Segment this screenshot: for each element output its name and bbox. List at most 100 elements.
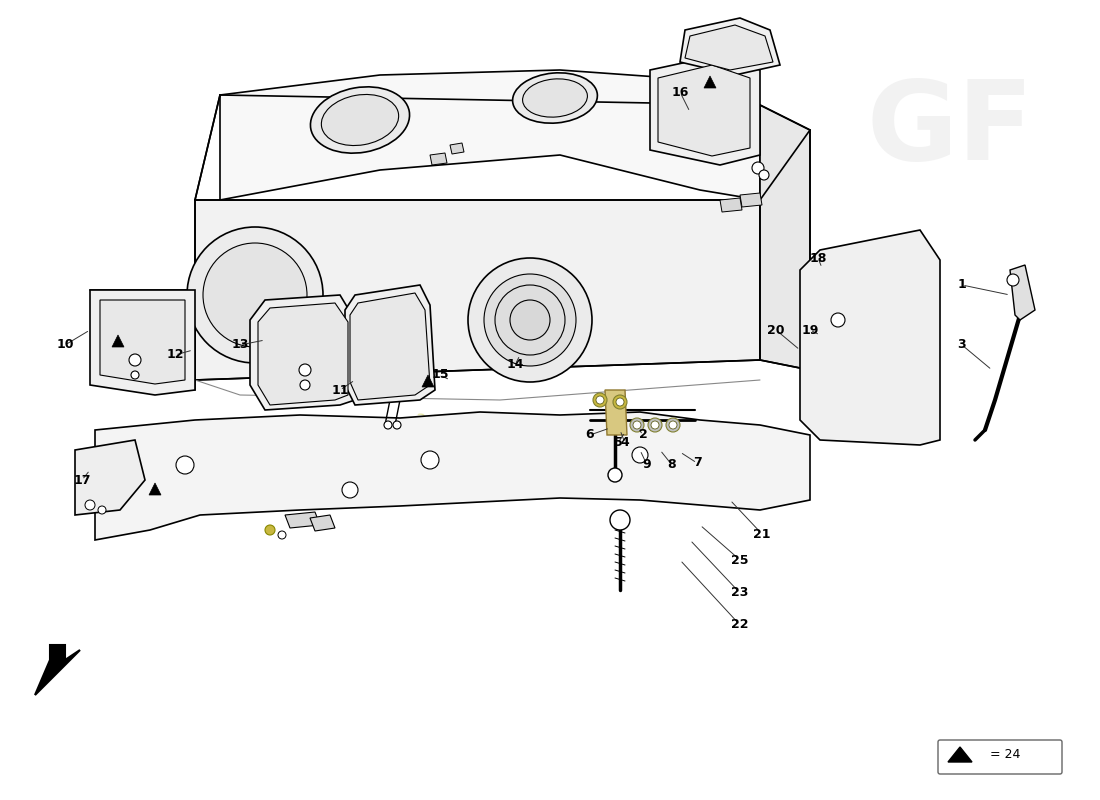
Circle shape	[300, 380, 310, 390]
Text: 8: 8	[668, 458, 676, 471]
Text: 16: 16	[671, 86, 689, 98]
Polygon shape	[680, 18, 780, 75]
Text: 19: 19	[801, 323, 818, 337]
Polygon shape	[1010, 265, 1035, 320]
Polygon shape	[658, 65, 750, 156]
Circle shape	[648, 418, 662, 432]
Polygon shape	[100, 300, 185, 384]
Circle shape	[278, 531, 286, 539]
Polygon shape	[350, 293, 430, 400]
Polygon shape	[704, 76, 716, 88]
Polygon shape	[760, 105, 810, 370]
Text: 10: 10	[56, 338, 74, 351]
Circle shape	[204, 243, 307, 347]
Polygon shape	[685, 25, 773, 70]
Polygon shape	[690, 90, 712, 102]
Circle shape	[830, 313, 845, 327]
Circle shape	[630, 418, 644, 432]
Text: 2: 2	[639, 429, 648, 442]
Polygon shape	[35, 645, 80, 695]
Polygon shape	[740, 193, 762, 207]
Circle shape	[510, 300, 550, 340]
Polygon shape	[720, 198, 742, 212]
Polygon shape	[650, 55, 760, 165]
Text: 23: 23	[732, 586, 749, 599]
Polygon shape	[948, 747, 972, 762]
Circle shape	[131, 371, 139, 379]
Text: 12: 12	[166, 349, 184, 362]
Polygon shape	[345, 285, 434, 405]
Text: 3: 3	[958, 338, 966, 351]
Polygon shape	[422, 375, 435, 387]
Text: 5: 5	[614, 437, 623, 450]
Circle shape	[129, 354, 141, 366]
Ellipse shape	[513, 73, 597, 123]
Polygon shape	[220, 70, 760, 200]
Text: 17: 17	[74, 474, 90, 486]
Polygon shape	[112, 335, 124, 347]
Polygon shape	[800, 230, 940, 445]
Circle shape	[176, 456, 194, 474]
Ellipse shape	[310, 87, 409, 153]
Text: GF: GF	[867, 77, 1034, 183]
Circle shape	[616, 398, 624, 406]
Text: 4: 4	[620, 437, 629, 450]
Circle shape	[384, 421, 392, 429]
Circle shape	[393, 421, 402, 429]
Polygon shape	[148, 483, 161, 495]
Polygon shape	[90, 290, 195, 395]
Text: 14: 14	[506, 358, 524, 371]
Polygon shape	[430, 153, 447, 165]
Circle shape	[342, 482, 358, 498]
Text: 21: 21	[754, 527, 771, 541]
Circle shape	[759, 170, 769, 180]
Polygon shape	[75, 440, 145, 515]
Polygon shape	[450, 143, 464, 154]
Circle shape	[632, 421, 641, 429]
Circle shape	[299, 364, 311, 376]
Circle shape	[85, 500, 95, 510]
Polygon shape	[95, 412, 810, 540]
FancyBboxPatch shape	[938, 740, 1062, 774]
Circle shape	[608, 468, 622, 482]
Circle shape	[632, 447, 648, 463]
Ellipse shape	[522, 79, 587, 117]
Text: 13: 13	[231, 338, 249, 351]
Text: 6: 6	[585, 429, 594, 442]
Circle shape	[752, 162, 764, 174]
Circle shape	[651, 421, 659, 429]
Text: 7: 7	[693, 457, 702, 470]
Text: = 24: = 24	[990, 749, 1020, 762]
Circle shape	[669, 421, 676, 429]
Polygon shape	[258, 303, 348, 405]
Text: 25: 25	[732, 554, 749, 566]
Polygon shape	[310, 515, 336, 531]
Polygon shape	[605, 390, 627, 435]
Text: 18: 18	[810, 251, 827, 265]
Text: 9: 9	[642, 458, 651, 471]
Circle shape	[670, 90, 690, 110]
Text: 22: 22	[732, 618, 749, 631]
Circle shape	[596, 396, 604, 404]
Circle shape	[593, 393, 607, 407]
Circle shape	[98, 506, 106, 514]
Polygon shape	[250, 295, 355, 410]
Text: 1: 1	[958, 278, 967, 291]
Circle shape	[484, 274, 576, 366]
Circle shape	[666, 418, 680, 432]
Circle shape	[265, 525, 275, 535]
Ellipse shape	[321, 94, 398, 146]
Text: 11: 11	[331, 383, 349, 397]
Circle shape	[421, 451, 439, 469]
Text: 20: 20	[768, 323, 784, 337]
Circle shape	[187, 227, 323, 363]
Circle shape	[468, 258, 592, 382]
Circle shape	[610, 510, 630, 530]
Polygon shape	[195, 200, 760, 380]
Text: 15: 15	[431, 369, 449, 382]
Circle shape	[1006, 274, 1019, 286]
Text: a passion for parts since 1985: a passion for parts since 1985	[414, 409, 686, 451]
Circle shape	[613, 395, 627, 409]
Polygon shape	[285, 512, 320, 528]
Circle shape	[495, 285, 565, 355]
